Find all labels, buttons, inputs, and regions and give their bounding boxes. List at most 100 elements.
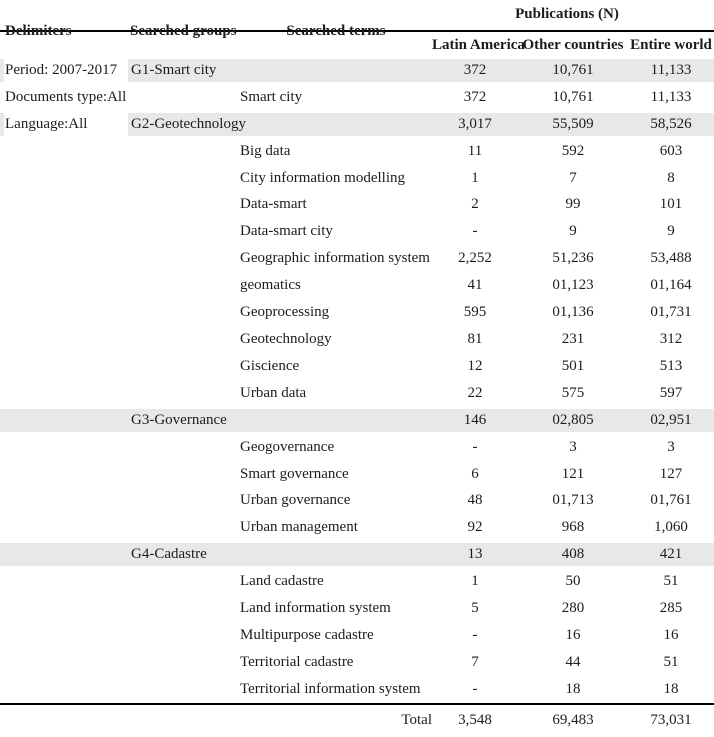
term-cell: Geoprocessing	[240, 304, 330, 321]
delimiter-cell	[0, 649, 128, 676]
other-value: 01,123	[552, 277, 594, 294]
header-publications: Publications (N)	[515, 6, 619, 22]
header-delimiters: Delimiters	[5, 23, 72, 39]
table-row: Smart governance 6 121 127	[0, 461, 714, 488]
world-value: 16	[663, 626, 679, 643]
delimiter-cell	[0, 326, 128, 353]
other-value: 02,805	[552, 411, 594, 428]
total-world-value: 73,031	[650, 711, 692, 728]
world-value: 312	[659, 331, 683, 348]
latam-value: 2,252	[458, 250, 492, 267]
world-value: 01,164	[650, 277, 692, 294]
latam-value: -	[472, 680, 478, 697]
latam-value: 1	[471, 573, 479, 590]
latam-value: 2	[471, 196, 479, 213]
latam-value: 595	[463, 304, 487, 321]
world-value: 02,951	[650, 411, 692, 428]
latam-value: 81	[467, 331, 483, 348]
total-label: Total	[401, 711, 432, 728]
other-value: 968	[561, 519, 585, 536]
total-other-value: 69,483	[552, 711, 594, 728]
latam-value: -	[472, 438, 478, 455]
world-value: 513	[659, 357, 683, 374]
term-cell	[240, 113, 432, 136]
table-row: G3-Governance 146 02,805 02,951	[0, 406, 714, 434]
group-cell	[128, 514, 240, 541]
other-value: 592	[561, 142, 585, 159]
world-value: 51	[663, 573, 679, 590]
term-cell: Territorial information system	[240, 680, 421, 697]
latam-value: -	[472, 626, 478, 643]
latam-value: 13	[467, 546, 483, 563]
other-value: 121	[561, 465, 585, 482]
other-value: 16	[565, 626, 581, 643]
world-value: 285	[659, 600, 683, 617]
term-cell: Geotechnology	[240, 331, 332, 348]
delimiter-cell	[0, 380, 128, 407]
table-row: Territorial information system - 18 18	[0, 676, 714, 703]
group-cell	[128, 595, 240, 622]
delimiter-cell: Language:All	[0, 112, 128, 136]
other-value: 01,136	[552, 304, 594, 321]
world-value: 603	[659, 142, 683, 159]
term-cell: Urban governance	[240, 492, 351, 509]
latam-value: 41	[467, 277, 483, 294]
delimiter-cell	[0, 461, 128, 488]
term-cell: Land information system	[240, 600, 391, 617]
latam-value: 372	[463, 88, 487, 105]
world-value: 01,731	[650, 304, 692, 321]
delimiter-cell: Documents type:All	[5, 88, 127, 105]
delimiter-cell	[0, 299, 128, 326]
delimiter-cell	[0, 165, 128, 192]
term-cell: Geogovernance	[240, 438, 335, 455]
term-cell: City information modelling	[240, 169, 405, 186]
other-value: 10,761	[552, 61, 594, 78]
term-cell: Big data	[240, 142, 291, 159]
group-cell	[128, 165, 240, 192]
group-cell: G3-Governance	[131, 411, 227, 428]
other-value: 18	[565, 680, 581, 697]
table-row: Geotechnology 81 231 312	[0, 326, 714, 353]
other-value: 10,761	[552, 88, 594, 105]
term-cell: Land cadastre	[240, 573, 324, 590]
latam-value: 6	[471, 465, 479, 482]
term-cell: Multipurpose cadastre	[240, 626, 374, 643]
group-cell	[128, 218, 240, 245]
header-rule	[0, 30, 714, 32]
latam-value: 48	[467, 492, 483, 509]
latam-value: 5	[471, 600, 479, 617]
group-cell	[128, 84, 240, 111]
world-value: 18	[663, 680, 679, 697]
term-cell: Data-smart	[240, 196, 307, 213]
group-cell	[128, 326, 240, 353]
header-entire-world: Entire world	[630, 37, 712, 53]
table-row: geomatics 41 01,123 01,164	[0, 272, 714, 299]
other-value: 501	[561, 357, 585, 374]
delimiter-cell	[0, 676, 128, 703]
world-value: 1,060	[654, 519, 688, 536]
latam-value: 11	[467, 142, 483, 159]
term-cell: Geographic information system	[240, 250, 430, 267]
other-value: 01,713	[552, 492, 594, 509]
table-row: Big data 11 592 603	[0, 138, 714, 165]
delimiter-cell: Period: 2007-2017	[0, 59, 128, 82]
group-cell	[128, 434, 240, 461]
other-value: 99	[565, 196, 581, 213]
other-value: 231	[561, 331, 585, 348]
header-searched-groups: Searched groups	[130, 23, 237, 39]
table-row: Documents type:All Smart city 372 10,761…	[0, 84, 714, 111]
term-cell: geomatics	[240, 277, 301, 294]
group-cell: G4-Cadastre	[131, 546, 207, 563]
table-row: Period: 2007-2017 G1-Smart city 372 10,7…	[0, 57, 714, 84]
world-value: 101	[659, 196, 683, 213]
group-cell	[128, 192, 240, 219]
latam-value: 12	[467, 357, 483, 374]
table-header: Publications (N) Delimiters Searched gro…	[0, 0, 714, 57]
world-value: 597	[659, 384, 683, 401]
delimiter-cell	[0, 543, 128, 566]
table-body: Period: 2007-2017 G1-Smart city 372 10,7…	[0, 57, 714, 703]
world-value: 51	[663, 653, 679, 670]
table-row: Giscience 12 501 513	[0, 353, 714, 380]
world-value: 01,761	[650, 492, 692, 509]
table-row: Data-smart city - 9 9	[0, 218, 714, 245]
